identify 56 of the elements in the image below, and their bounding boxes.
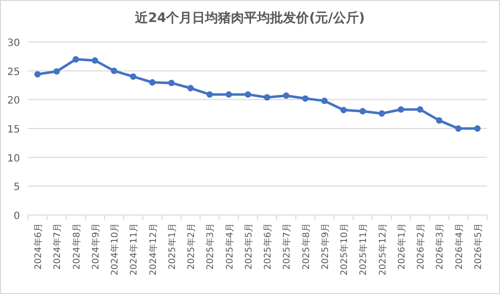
point: [436, 117, 442, 124]
x-tick-label: 2025年9月: [320, 223, 331, 270]
x-tick-label: 2024年6月: [33, 223, 44, 270]
x-tick-label: 2026年3月: [434, 223, 446, 270]
x-tick-label: 2024年10月: [110, 223, 121, 276]
y-tick-label: 15: [7, 124, 20, 136]
point: [416, 106, 424, 113]
x-tick-label: 2026年4月: [454, 223, 465, 270]
y-tick-label: 30: [7, 38, 20, 49]
x-tick-label: 2025年5月: [243, 223, 254, 270]
y-tick-label: 10: [7, 153, 20, 164]
point: [226, 91, 232, 98]
x-tick-label: 2025年3月: [205, 223, 216, 270]
x-tick-label: 2025年8月: [300, 223, 312, 270]
point: [168, 80, 175, 86]
point: [455, 125, 462, 132]
point: [340, 106, 347, 114]
x-tick-label: 2025年7月: [282, 223, 293, 270]
point: [110, 68, 118, 74]
point: [282, 92, 290, 99]
x-tick-label: 2026年1月: [396, 223, 408, 270]
x-tick-label: 2025年1月: [166, 223, 178, 270]
point: [53, 68, 60, 75]
point: [149, 79, 156, 86]
x-tick-label: 2024年11月: [128, 223, 140, 276]
x-tick-label: 2024年9月: [90, 223, 102, 270]
x-tick-label: 2025年4月: [224, 223, 236, 270]
point: [92, 57, 98, 64]
point: [359, 108, 366, 114]
point: [34, 71, 41, 78]
point: [264, 94, 270, 101]
point: [398, 106, 404, 113]
point: [321, 98, 328, 104]
chart-title: 近24个月日均猪肉平均批发价(元/公斤): [134, 10, 365, 26]
point: [474, 125, 481, 132]
x-tick-label: 2024年8月: [71, 223, 82, 270]
x-tick-label: 2024年12月: [148, 223, 159, 276]
point: [130, 73, 136, 80]
point: [206, 91, 213, 98]
point: [244, 91, 252, 98]
x-tick-label: 2025年12月: [377, 223, 388, 276]
point: [72, 56, 80, 62]
y-tick-label: 25: [7, 66, 20, 78]
x-tick-label: 2025年2月: [186, 223, 198, 270]
y-tick-label: 20: [7, 96, 20, 107]
y-tick-label: 0: [14, 211, 20, 222]
x-tick-label: 2025年10月: [339, 223, 350, 276]
point: [302, 95, 309, 102]
point: [187, 84, 194, 92]
point: [378, 110, 386, 117]
x-tick-label: 2025年11月: [358, 223, 370, 276]
x-tick-label: 2026年2月: [416, 223, 427, 270]
x-tick-label: 2026年5月: [472, 223, 484, 270]
x-tick-label: 2024年7月: [52, 223, 64, 270]
y-tick-label: 5: [14, 182, 20, 194]
x-tick-label: 2025年6月: [262, 223, 274, 270]
